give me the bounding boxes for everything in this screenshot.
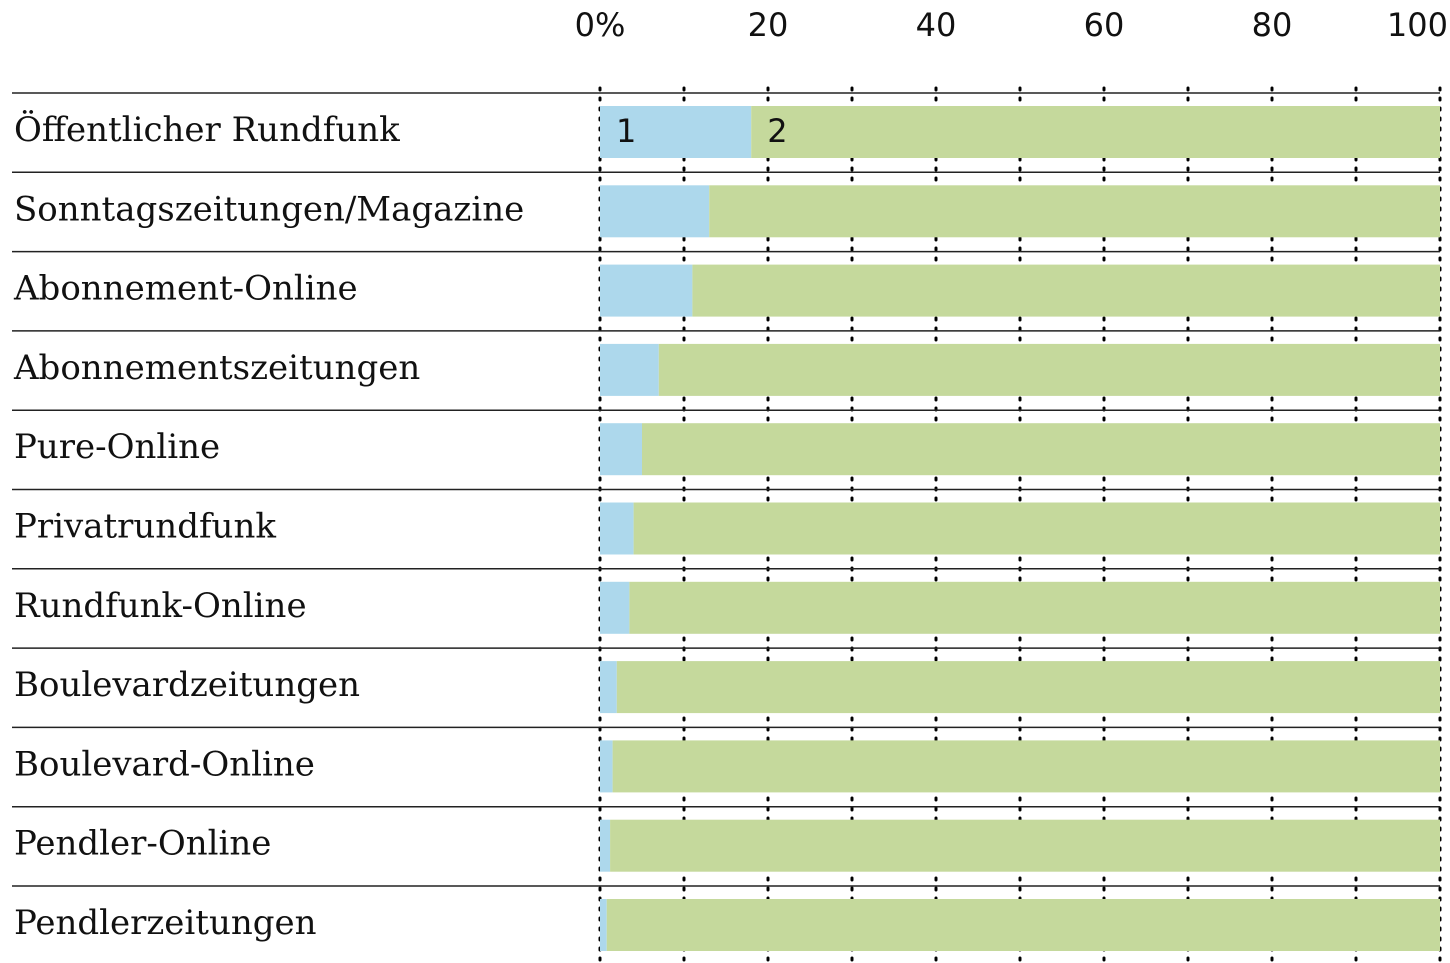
x-tick-label: 20 (748, 6, 789, 44)
bar-segment (600, 264, 693, 317)
category-label: Pendlerzeitungen (14, 903, 317, 943)
x-tick-label: 100 (1387, 6, 1448, 44)
category-label: Sonntagszeitungen/Magazine (14, 189, 524, 229)
bar-segment (600, 740, 613, 793)
category-label: Boulevardzeitungen (14, 665, 360, 705)
bar-segment (600, 899, 607, 951)
bar-segment (600, 502, 634, 555)
category-label: Boulevard-Online (14, 744, 315, 784)
bar-segment (709, 185, 1440, 238)
category-label: Abonnementszeitungen (13, 348, 420, 388)
category-label: Abonnement-Online (13, 269, 358, 309)
x-tick-label: 60 (1084, 6, 1125, 44)
bar-segment (600, 581, 630, 634)
x-tick-label: 80 (1252, 6, 1293, 44)
x-tick-label: 0% (575, 6, 626, 44)
bar-segment (658, 343, 1440, 396)
bar-segment (600, 819, 611, 872)
series-label: 2 (767, 112, 787, 150)
category-label: Pure-Online (14, 427, 220, 467)
bar-segment (600, 423, 642, 476)
x-tick-label: 40 (916, 6, 957, 44)
bar-segment (692, 264, 1440, 317)
bar-segment (633, 502, 1440, 555)
category-label: Öffentlicher Rundfunk (14, 109, 400, 150)
category-label: Rundfunk-Online (14, 586, 307, 626)
category-label: Pendler-Online (14, 824, 271, 864)
bar-segment (629, 581, 1440, 634)
bar-segment (610, 819, 1440, 872)
series-label: 1 (616, 112, 636, 150)
category-label: Privatrundfunk (14, 507, 276, 547)
bar-segment (616, 661, 1440, 714)
bar-segment (606, 899, 1440, 951)
bar-segment (751, 106, 1440, 158)
bar-segment (600, 343, 659, 396)
bar-segment (600, 661, 617, 714)
bar-segment (642, 423, 1440, 476)
bar-segment (612, 740, 1440, 793)
bar-segment (600, 185, 710, 238)
bar-segment (600, 106, 752, 158)
